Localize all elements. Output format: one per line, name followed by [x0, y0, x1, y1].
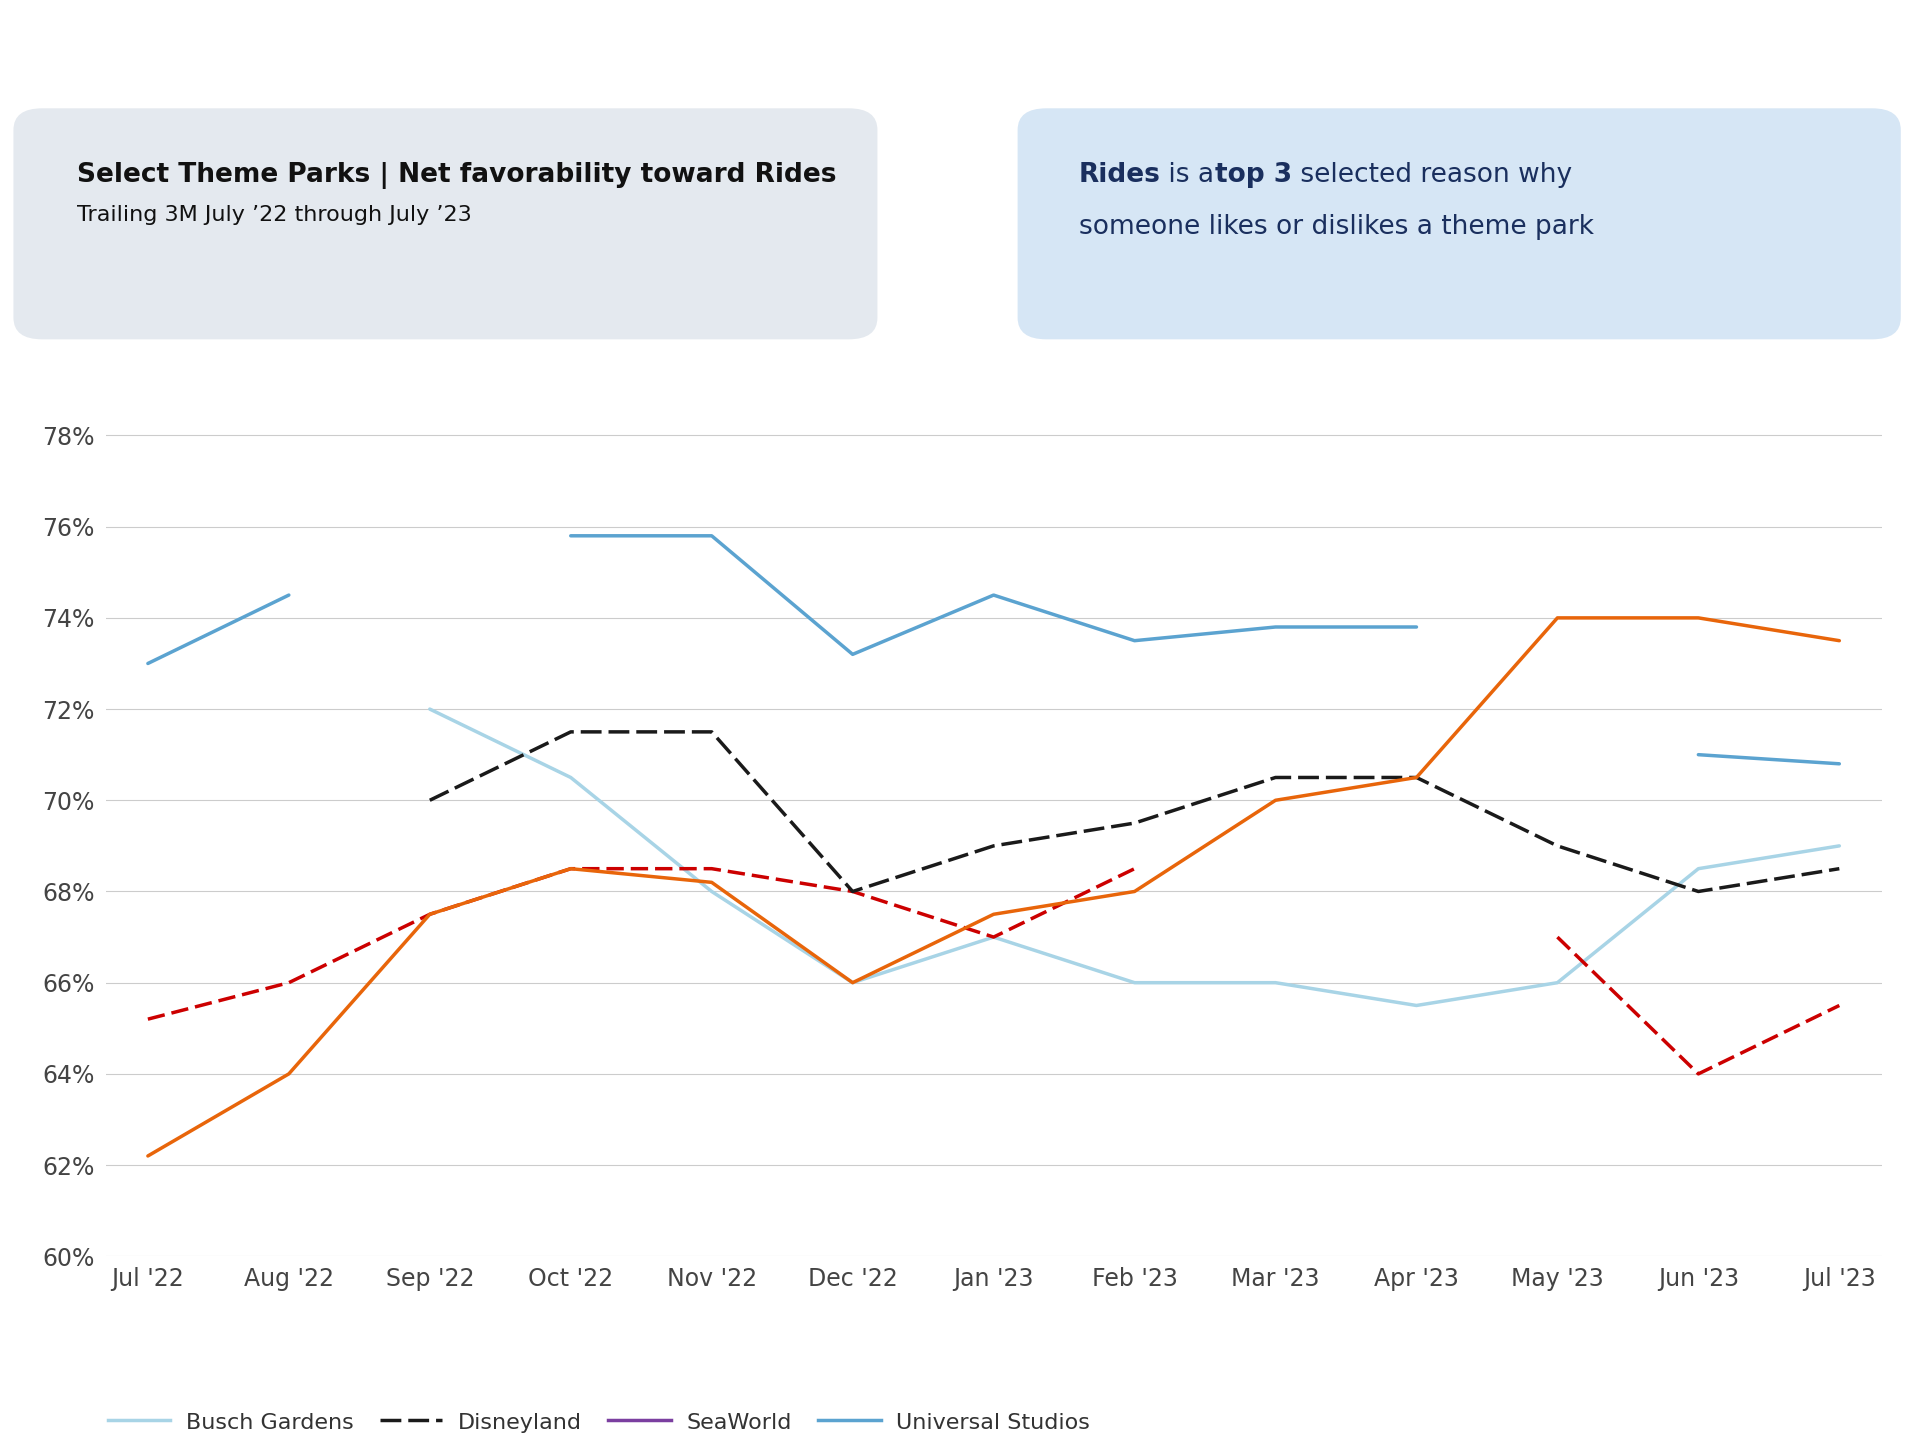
Text: Trailing 3M July ’22 through July ’23: Trailing 3M July ’22 through July ’23 [77, 205, 472, 225]
Text: Rides: Rides [1079, 162, 1162, 188]
Text: top 3: top 3 [1215, 162, 1292, 188]
Legend: Busch Gardens, Disney World, Disneyland, LEGOLAND, SeaWorld, Six Flags, Universa: Busch Gardens, Disney World, Disneyland,… [100, 1402, 1098, 1444]
Text: selected reason why: selected reason why [1292, 162, 1572, 188]
Text: someone likes or dislikes a theme park: someone likes or dislikes a theme park [1079, 214, 1594, 240]
Text: Select Theme Parks | Net favorability toward Rides: Select Theme Parks | Net favorability to… [77, 162, 837, 189]
Text: is a: is a [1160, 162, 1221, 188]
